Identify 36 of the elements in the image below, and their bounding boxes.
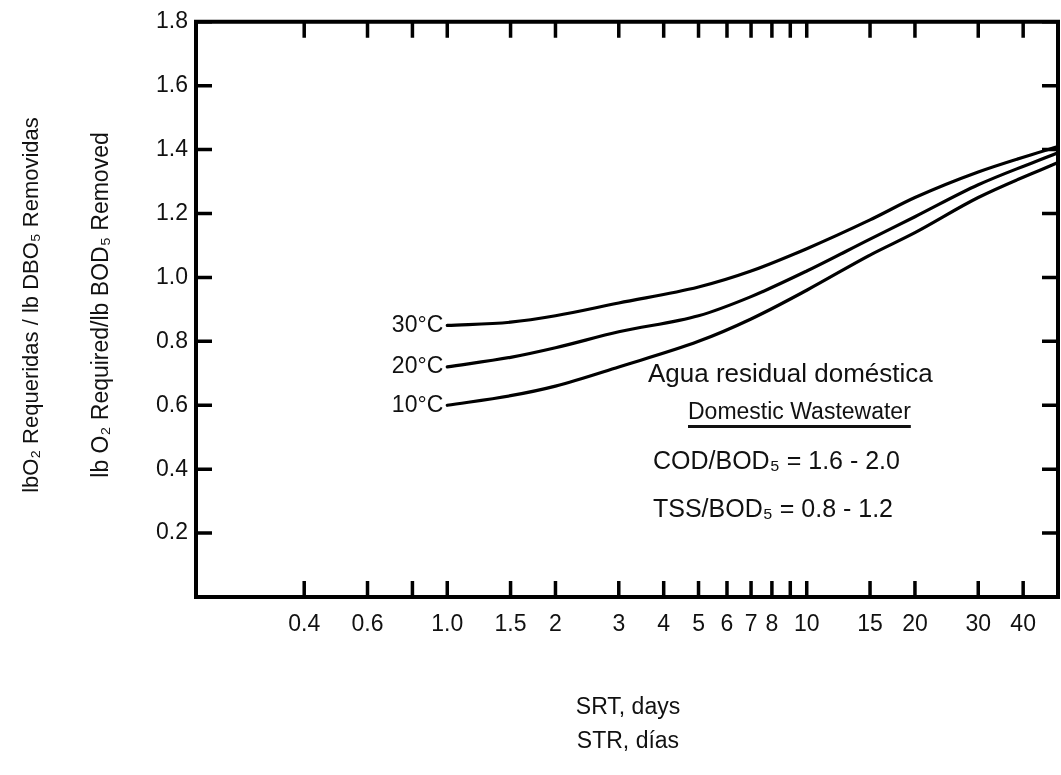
y-axis-title: lb O₂ Required/lb BOD₅ Removed — [86, 132, 114, 478]
annotation: Domestic Wastewater — [688, 398, 911, 425]
y-tick-label: 0.8 — [156, 326, 188, 353]
x-tick-label: 7 — [744, 610, 758, 637]
x-tick-label: 0.6 — [351, 610, 384, 637]
x-tick-label: 5 — [692, 610, 705, 637]
y-tick-label: 0.6 — [156, 390, 188, 417]
y-tick-label: 1.4 — [156, 134, 189, 161]
y-tick-label: 0.4 — [156, 454, 189, 481]
x-tick-label: 4 — [657, 610, 671, 637]
y-tick-label: 1.6 — [156, 71, 188, 98]
x-tick-label: 10 — [793, 610, 820, 637]
x-tick-label: 40 — [1010, 610, 1036, 637]
x-tick-label: 0.4 — [288, 610, 321, 637]
x-tick-label: 2 — [549, 610, 562, 637]
x-tick-label: 1.5 — [494, 610, 527, 637]
x-tick-label: 30 — [965, 610, 992, 637]
series-label: 10°C — [391, 390, 444, 417]
series-label: 30°C — [391, 310, 444, 337]
annotation: TSS/BOD₅ = 0.8 - 1.2 — [653, 494, 894, 523]
x-tick-label: 8 — [765, 610, 779, 637]
y-tick-label: 1.0 — [156, 262, 188, 289]
series-label: 20°C — [391, 352, 444, 379]
x-tick-label: 15 — [857, 610, 883, 637]
annotation: COD/BOD₅ = 1.6 - 2.0 — [653, 446, 900, 475]
x-tick-label: 6 — [720, 610, 734, 637]
annotation: Agua residual doméstica — [648, 358, 933, 389]
x-axis-title: SRT, days — [575, 693, 681, 720]
text: lbO₂ Requeridas / lb DBO₅ Removidas — [18, 117, 44, 493]
x-tick-label: 3 — [612, 610, 626, 637]
y-tick-label: 0.2 — [156, 518, 188, 545]
x-tick-label: 20 — [902, 610, 928, 637]
text: STR, días — [576, 727, 680, 754]
y-tick-label: 1.8 — [156, 7, 188, 34]
y-tick-label: 1.2 — [156, 198, 188, 225]
x-tick-label: 1.0 — [431, 610, 464, 637]
